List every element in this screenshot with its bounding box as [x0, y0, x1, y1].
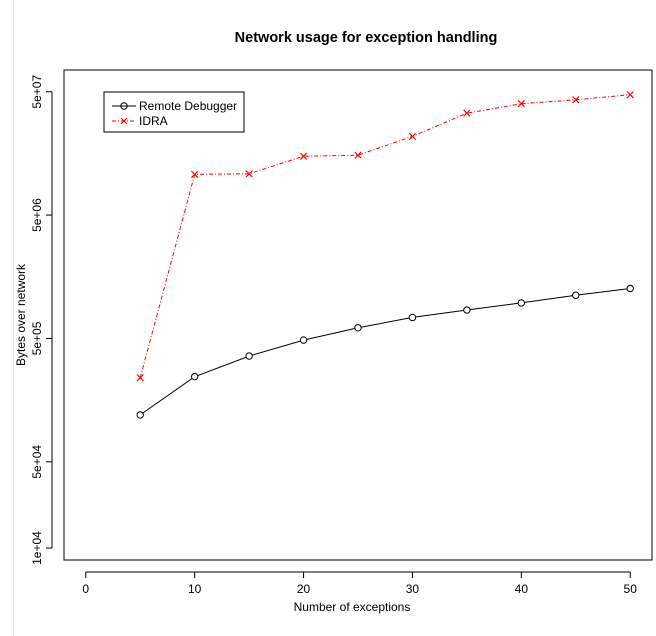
y-tick-label: 5e+07: [30, 75, 44, 109]
x-axis-label: Number of exceptions: [294, 600, 411, 614]
y-axis: 1e+04 5e+04 5e+05 5e+06 5e+07: [30, 75, 53, 565]
data-point-idra: [572, 96, 580, 104]
series-line-idra: [139, 94, 631, 378]
data-point-idra: [626, 91, 634, 99]
data-point-idra: [136, 374, 144, 382]
data-point-remote-debugger: [190, 372, 199, 381]
legend: Remote Debugger IDRA: [103, 91, 245, 133]
y-tick-label: 1e+04: [30, 531, 44, 565]
data-point-remote-debugger: [299, 336, 308, 344]
data-point-remote-debugger: [572, 291, 580, 299]
legend-label-idra: IDRA: [139, 114, 168, 128]
data-point-remote-debugger: [626, 284, 634, 293]
y-tick-label: 5e+04: [30, 445, 44, 479]
data-point-idra: [408, 132, 417, 141]
data-point-remote-debugger: [517, 299, 526, 307]
chart-title: Network usage for exception handling: [235, 30, 498, 46]
data-point-idra: [517, 100, 525, 108]
series-line-remote-debugger: [139, 288, 631, 416]
data-point-remote-debugger: [408, 313, 417, 322]
y-axis-label: Bytes over network: [14, 263, 28, 366]
data-point-idra: [299, 152, 308, 160]
data-point-remote-debugger: [354, 324, 362, 332]
x-axis: 0 10 20 30 40 50: [82, 571, 638, 596]
data-point-idra: [463, 109, 471, 117]
x-tick-label: 20: [297, 582, 311, 596]
legend-box: [103, 91, 245, 133]
data-point-idra: [245, 170, 253, 178]
legend-label-remote-debugger: Remote Debugger: [139, 99, 237, 113]
y-tick-label: 5e+05: [30, 321, 44, 355]
plot-area-frame: [63, 69, 653, 561]
data-point-remote-debugger: [136, 411, 144, 419]
x-tick-label: 40: [515, 582, 529, 596]
data-point-remote-debugger: [245, 352, 253, 360]
x-tick-label: 30: [406, 582, 420, 596]
x-tick-label: 50: [624, 582, 638, 596]
data-point-idra: [191, 170, 199, 178]
legend-marker-remote-debugger: [120, 102, 128, 110]
legend-marker-idra: [120, 117, 128, 125]
y-tick-label: 5e+06: [30, 198, 44, 232]
left-border-line: [13, 0, 14, 636]
series-layer: [136, 91, 634, 419]
x-tick-label: 10: [188, 582, 202, 596]
data-point-idra: [354, 151, 362, 159]
x-tick-label: 0: [82, 582, 89, 596]
data-point-remote-debugger: [463, 306, 471, 314]
